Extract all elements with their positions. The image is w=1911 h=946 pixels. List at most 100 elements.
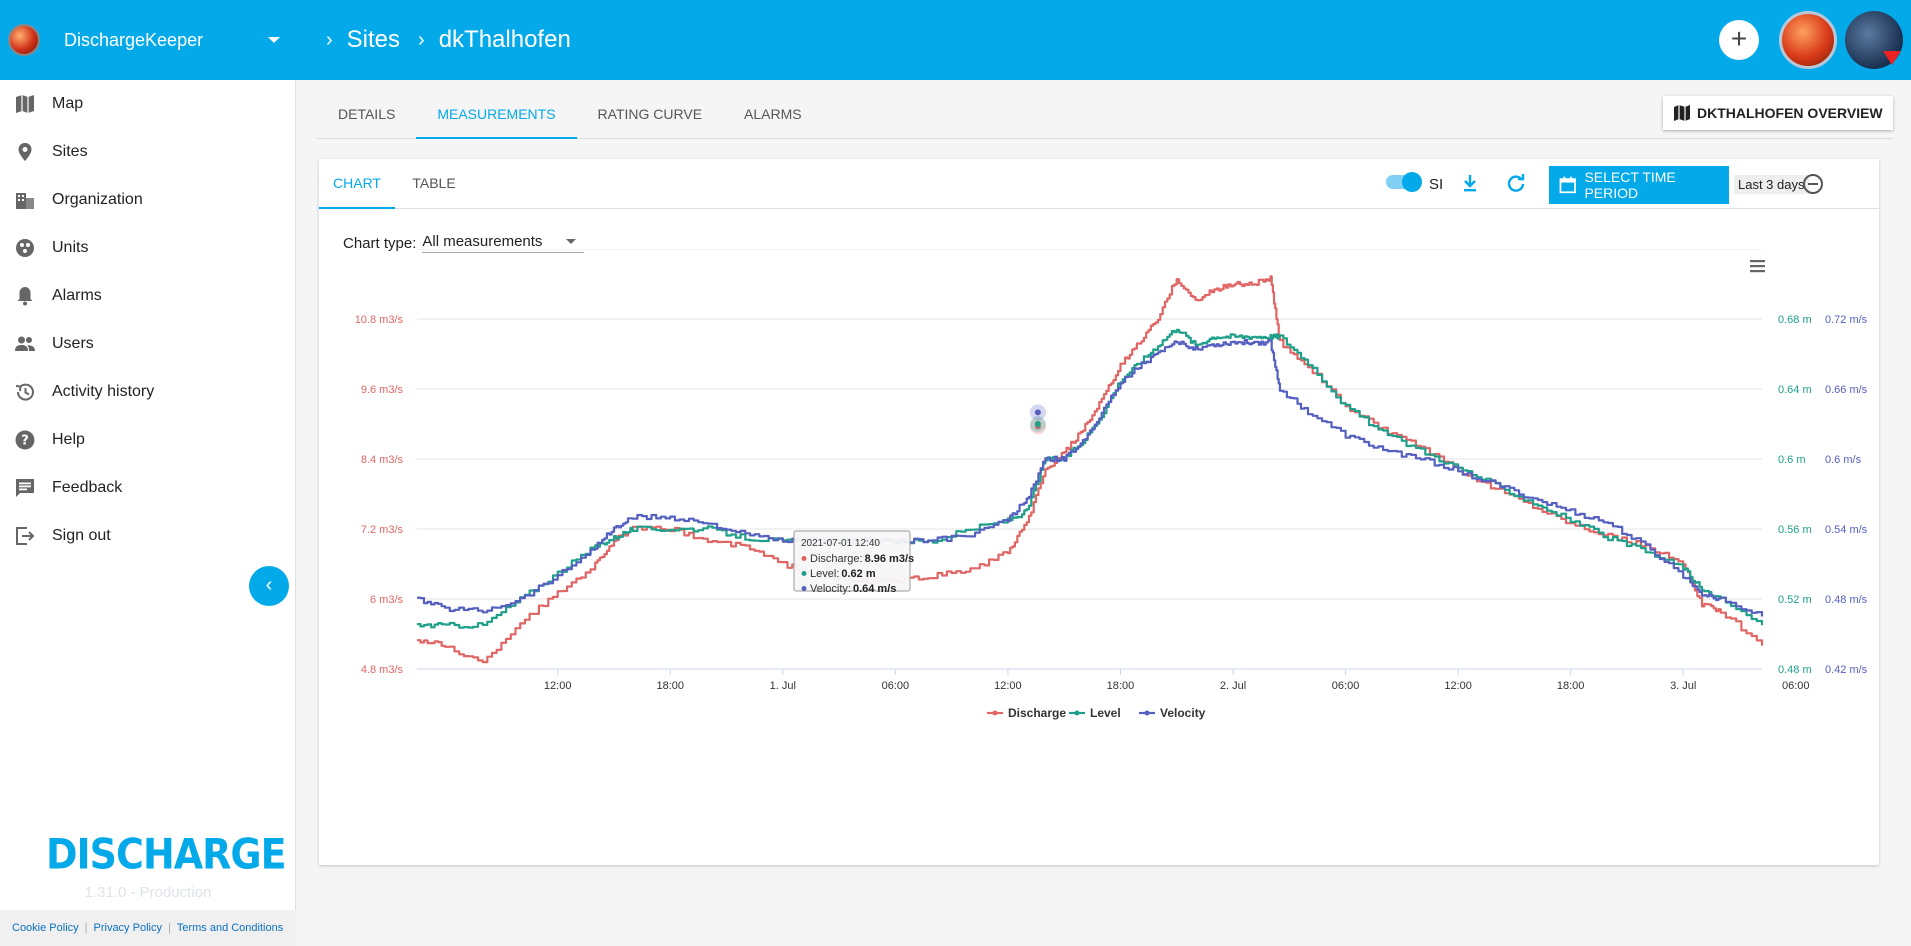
site-overview-button[interactable]: DKTHALHOFEN OVERVIEW	[1663, 96, 1893, 130]
chart-menu-bar[interactable]	[1750, 265, 1765, 268]
sidebar-item-organization[interactable]: Organization	[0, 176, 295, 224]
legend-item-level[interactable]: Level	[1090, 706, 1121, 720]
y-axis-velocity-tick-label: 0.54 m/s	[1825, 524, 1868, 536]
sidebar-item-feedback[interactable]: Feedback	[0, 464, 295, 512]
y-axis-discharge-tick-label: 8.4 m3/s	[361, 454, 404, 466]
user-avatar[interactable]	[1845, 11, 1903, 69]
x-axis-tick-label: 12:00	[544, 680, 572, 692]
legend-marker-level	[1074, 710, 1080, 716]
calendar-icon	[1559, 176, 1576, 194]
y-axis-level-tick-label: 0.56 m	[1778, 524, 1812, 536]
y-axis-velocity-tick-label: 0.66 m/s	[1825, 384, 1868, 396]
chart-type-select: Chart type: All measurements	[343, 233, 585, 253]
download-icon[interactable]	[1459, 172, 1481, 194]
tooltip-series-name: Velocity:	[810, 583, 851, 595]
sidebar-item-label: Map	[52, 95, 84, 112]
legend-marker-velocity	[1144, 710, 1150, 716]
chart-menu-bar[interactable]	[1750, 260, 1765, 263]
sidebar-item-label: Organization	[52, 191, 143, 208]
sidebar-item-sign-out[interactable]: Sign out	[0, 512, 295, 560]
tab-chart[interactable]: CHART	[319, 159, 395, 209]
breadcrumb-sites[interactable]: Sites	[346, 26, 401, 53]
y-axis-velocity-tick-label: 0.6 m/s	[1825, 454, 1862, 466]
chart-menu-bar[interactable]	[1750, 270, 1765, 273]
series-line-level[interactable]	[417, 328, 1764, 629]
x-axis-tick-label: 12:00	[1444, 680, 1472, 692]
divider: |	[167, 922, 171, 934]
site-overview-label: DKTHALHOFEN OVERVIEW	[1697, 105, 1883, 121]
sidebar-item-help[interactable]: ? Help	[0, 416, 295, 464]
hover-point-velocity[interactable]	[1034, 409, 1041, 416]
app-name: DischargeKeeper	[64, 29, 204, 50]
tooltip-series-value: 0.64 m/s	[853, 583, 896, 595]
version-label: 1.31.0 - Production	[84, 884, 212, 901]
chevron-down-icon	[566, 239, 577, 244]
privacy-policy-link[interactable]: Privacy Policy	[93, 922, 162, 934]
si-units-toggle[interactable]	[1386, 172, 1422, 192]
chevron-right-icon: ›	[326, 28, 333, 51]
sidebar-item-label: Units	[52, 239, 89, 256]
legend-item-velocity[interactable]: Velocity	[1160, 706, 1206, 720]
x-axis-tick-label: 06:00	[1782, 680, 1810, 692]
x-axis-tick-label: 2. Jul	[1220, 680, 1246, 692]
x-axis-tick-label: 06:00	[1332, 680, 1360, 692]
tooltip-marker	[801, 586, 807, 591]
x-axis-tick-label: 18:00	[1107, 680, 1135, 692]
cookie-policy-link[interactable]: Cookie Policy	[12, 922, 79, 934]
menu-icon[interactable]	[1745, 253, 1770, 277]
add-button[interactable]: +	[1719, 20, 1759, 60]
y-axis-discharge-tick-label: 4.8 m3/s	[361, 664, 404, 676]
help-icon: ?	[15, 430, 35, 450]
organization-avatar[interactable]	[1779, 11, 1837, 69]
select-time-period-button[interactable]: SELECT TIME PERIOD	[1549, 166, 1729, 204]
measurements-chart[interactable]: 4.8 m3/s 0.48 m 0.42 m/s 6 m3/s 0.52 m 0.48 m…	[319, 249, 1879, 769]
tab-details[interactable]: DETAILS	[338, 106, 396, 122]
measurements-card: CHART TABLE SI SELECT TIME PERIOD Last 3…	[319, 159, 1879, 865]
tab-alarms[interactable]: ALARMS	[744, 106, 802, 122]
tab-measurements[interactable]: MEASUREMENTS	[416, 94, 577, 139]
x-axis-tick-label: 12:00	[994, 680, 1022, 692]
sidebar-item-map[interactable]: Map	[0, 80, 295, 128]
terms-link[interactable]: Terms and Conditions	[176, 922, 284, 934]
feedback-icon	[16, 479, 34, 497]
sidebar-item-users[interactable]: Users	[0, 320, 295, 368]
sidebar-item-alarms[interactable]: Alarms	[0, 272, 295, 320]
refresh-icon[interactable]	[1505, 172, 1527, 194]
y-axis-discharge-tick-label: 9.6 m3/s	[361, 384, 404, 396]
tooltip-marker	[801, 556, 807, 561]
sidebar-item-units[interactable]: Units	[0, 224, 295, 272]
chevron-right-icon: ›	[418, 28, 425, 51]
y-axis-discharge-tick-label: 7.2 m3/s	[361, 524, 404, 536]
hover-point-level[interactable]	[1034, 421, 1041, 427]
remove-circle-icon[interactable]	[1803, 174, 1823, 194]
sidebar-item-sites[interactable]: Sites	[0, 128, 295, 176]
y-axis-discharge-tick-label: 10.8 m3/s	[355, 314, 404, 326]
main-content: DETAILS MEASUREMENTS RATING CURVE ALARMS…	[297, 80, 1911, 946]
legend-item-discharge[interactable]: Discharge	[1008, 706, 1066, 720]
map-icon	[16, 95, 34, 113]
tab-rating-curve[interactable]: RATING CURVE	[597, 106, 703, 122]
tooltip-series-value: 0.62 m	[841, 568, 875, 580]
footer-links: Cookie Policy | Privacy Policy | Terms a…	[0, 910, 296, 946]
tooltip-series-name: Level:	[810, 568, 839, 580]
sidebar-item-activity-history[interactable]: Activity history	[0, 368, 295, 416]
collapse-sidebar-button[interactable]: ‹	[249, 566, 289, 606]
svg-text:?: ?	[21, 434, 29, 449]
breadcrumb-site: dkThalhofen	[438, 26, 571, 53]
app-switcher[interactable]: DischargeKeeper	[0, 0, 296, 80]
series-line-velocity[interactable]	[417, 338, 1764, 617]
top-app-bar: DischargeKeeper › Sites › dkThalhofen +	[0, 0, 1911, 80]
y-axis-level-tick-label: 0.64 m	[1778, 384, 1812, 396]
chart-type-dropdown[interactable]: All measurements	[422, 233, 585, 253]
app-logo-icon	[8, 24, 40, 56]
chevron-down-icon[interactable]	[268, 37, 280, 43]
pin-icon	[18, 143, 32, 161]
x-axis-tick-label: 1. Jul	[770, 680, 796, 692]
chart-type-value: All measurements	[422, 233, 543, 250]
tab-table[interactable]: TABLE	[412, 175, 456, 191]
sidebar-item-label: Activity history	[52, 383, 155, 400]
building-icon	[16, 193, 34, 209]
series-line-discharge[interactable]	[417, 275, 1764, 664]
sidebar: Map Sites Organization Units Alarms Users Acti…	[0, 80, 296, 946]
sidebar-item-label: Sign out	[52, 527, 111, 544]
